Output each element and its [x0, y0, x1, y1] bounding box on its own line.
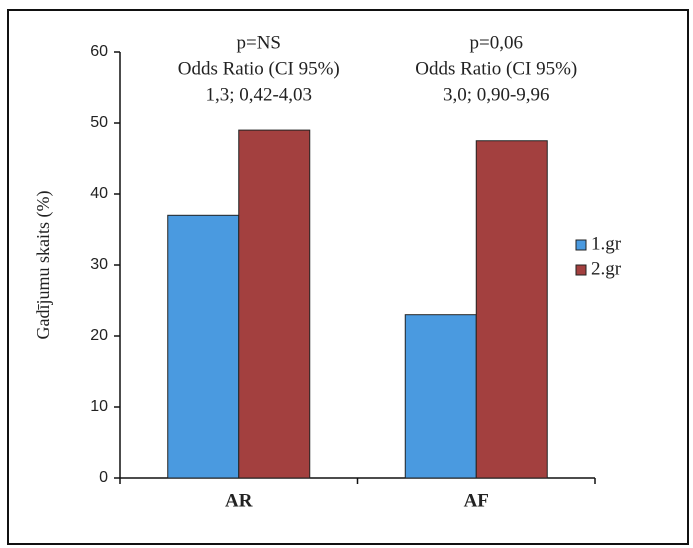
bar	[404, 314, 477, 479]
chart-frame	[7, 9, 689, 545]
y-tick-label: 0	[99, 469, 108, 486]
y-tick-label: 30	[90, 256, 108, 273]
annotation: Odds Ratio (CI 95%)	[178, 58, 340, 79]
legend-swatch	[575, 239, 587, 251]
x-tick-label: AR	[225, 490, 253, 511]
bar	[475, 140, 548, 479]
legend-swatch	[575, 264, 587, 276]
annotation: 1,3; 0,42-4,03	[205, 84, 312, 105]
annotation: p=0,06	[470, 32, 523, 53]
legend-label: 2.gr	[591, 258, 622, 279]
y-tick-label: 40	[90, 185, 108, 202]
annotation: Odds Ratio (CI 95%)	[415, 58, 577, 79]
bar	[238, 129, 311, 479]
annotation: 3,0; 0,90-9,96	[443, 84, 550, 105]
y-tick-label: 20	[90, 327, 108, 344]
y-tick-label: 50	[90, 114, 108, 131]
y-tick-label: 60	[90, 43, 108, 60]
bar	[167, 214, 240, 479]
y-tick-label: 10	[90, 398, 108, 415]
legend-label: 1.gr	[591, 233, 622, 254]
annotation: p=NS	[236, 32, 281, 53]
x-tick-label: AF	[464, 490, 489, 511]
y-axis-label: Gadījumu skaits (%)	[33, 191, 54, 340]
